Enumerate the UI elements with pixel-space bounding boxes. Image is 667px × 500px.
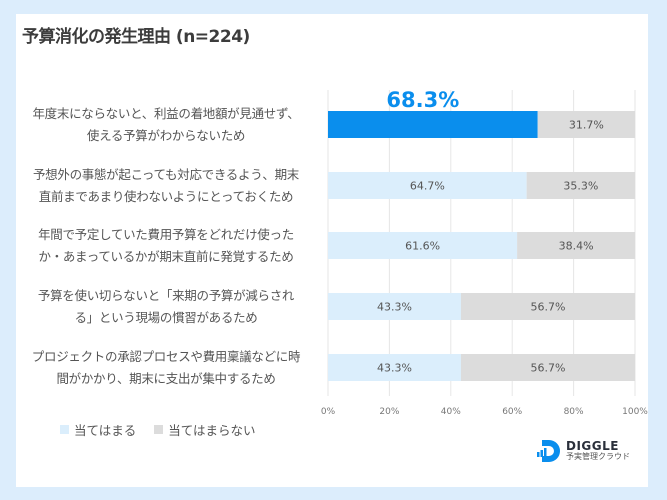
- x-tick-label: 40%: [441, 407, 461, 417]
- bar-value-label: 61.6%: [405, 240, 440, 253]
- category-label: 予算を使い切らないと「来期の予算が減らされ る」という現場の慣習があるため: [16, 285, 316, 329]
- bar-segment: [328, 354, 461, 381]
- bar-value-label: 56.7%: [530, 362, 565, 375]
- bar-segment: [526, 172, 635, 199]
- highlight-value-label: 68.3%: [386, 88, 459, 112]
- category-label-line: 使える予算がわからないため: [86, 127, 246, 143]
- bar-segment: [517, 232, 635, 259]
- legend: 当てはまる 当てはまらない: [60, 420, 274, 439]
- category-label-line: プロジェクトの承認プロセスや費用稟議などに時: [31, 348, 301, 364]
- legend-item-yes: 当てはまる: [60, 420, 136, 439]
- category-label-line: 直前まであまり使わないようにとっておくため: [38, 188, 294, 204]
- legend-label-no: 当てはまらない: [168, 423, 256, 438]
- legend-label-yes: 当てはまる: [74, 423, 137, 438]
- brand-name: DIGGLE: [566, 439, 619, 453]
- bar-segment: [328, 111, 538, 138]
- bar-value-label: 43.3%: [377, 301, 412, 314]
- bar-value-label: 38.4%: [559, 240, 594, 253]
- diggle-logo-icon: [537, 440, 560, 462]
- category-label: プロジェクトの承認プロセスや費用稟議などに時 間がかかり、期末に支出が集中するため: [16, 346, 316, 390]
- bar-segment: [460, 354, 635, 381]
- category-label-line: 予算を使い切らないと「来期の予算が減らされ: [37, 287, 295, 303]
- x-tick-label: 60%: [502, 407, 522, 417]
- brand-logo: DIGGLE 予実管理クラウド: [536, 438, 630, 464]
- bar-segment: [460, 293, 635, 320]
- x-tick-label: 0%: [321, 407, 336, 417]
- x-tick-label: 20%: [379, 407, 399, 417]
- legend-swatch-yes: [60, 425, 69, 434]
- category-label-line: る」という現場の慣習があるため: [74, 309, 258, 325]
- bar-value-label: 31.7%: [569, 119, 604, 132]
- legend-swatch-no: [154, 425, 164, 434]
- brand-tagline: 予実管理クラウド: [566, 452, 630, 462]
- category-label: 年度末にならないと、利益の着地額が見通せず、 使える予算がわからないため: [16, 103, 316, 147]
- bar-segment: [328, 232, 518, 259]
- bar-value-label: 56.7%: [530, 301, 565, 314]
- category-label: 年間で予定していた費用予算をどれだけ使った か・あまっているかが期末直前に発覚する…: [16, 224, 316, 268]
- x-tick-label: 80%: [564, 407, 584, 417]
- bar-value-label: 35.3%: [563, 180, 598, 193]
- bar-segment: [328, 293, 461, 320]
- category-label-line: 年間で予定していた費用予算をどれだけ使った: [38, 226, 294, 242]
- bar-value-label: 64.7%: [410, 180, 445, 193]
- category-label-line: 間がかかり、期末に支出が集中するため: [56, 370, 276, 386]
- bar-value-label: 43.3%: [377, 362, 412, 375]
- bar-segment: [328, 172, 527, 199]
- chart-title: 予算消化の発生理由 (n=224): [22, 27, 250, 47]
- legend-item-no: 当てはまらない: [154, 420, 256, 439]
- category-label-line: 予想外の事態が起こっても対応できるよう、期末: [32, 166, 300, 182]
- category-label-line: 年度末にならないと、利益の着地額が見通せず、: [32, 105, 300, 121]
- x-tick-label: 100%: [622, 407, 648, 417]
- category-label: 予想外の事態が起こっても対応できるよう、期末 直前まであまり使わないようにとってお…: [16, 164, 316, 208]
- bar-segment: [537, 111, 635, 138]
- category-label-line: か・あまっているかが期末直前に発覚するため: [38, 248, 294, 264]
